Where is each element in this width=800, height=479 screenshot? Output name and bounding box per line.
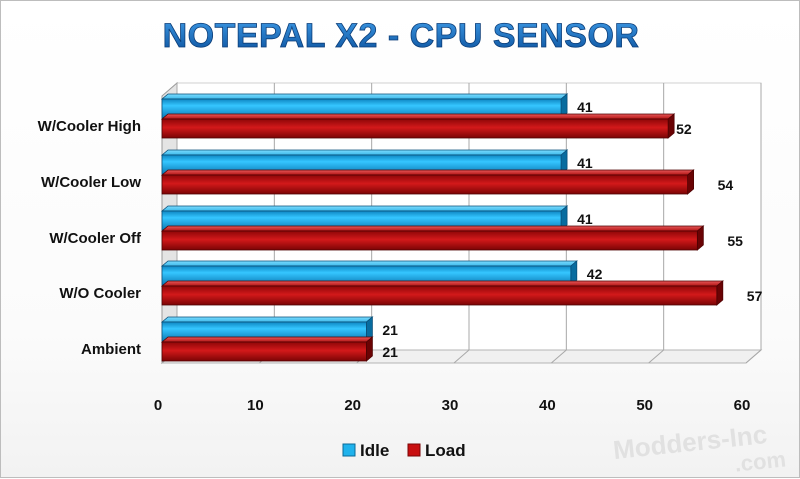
gridline-floor <box>453 349 470 364</box>
bar-load-front <box>161 285 718 306</box>
bar-load-front <box>161 118 669 139</box>
category-label: W/Cooler High <box>38 118 141 135</box>
data-label-idle: 41 <box>577 155 593 171</box>
legend-label-idle: Idle <box>360 441 389 460</box>
x-tick-label: 0 <box>154 397 162 414</box>
data-label-idle: 42 <box>587 266 603 282</box>
x-tick-label: 30 <box>442 397 459 414</box>
data-label-load: 21 <box>382 344 398 360</box>
bar-load-front <box>161 230 698 251</box>
x-tick-label: 40 <box>539 397 556 414</box>
x-tick-label: 20 <box>344 397 361 414</box>
bar-load <box>160 169 695 195</box>
bar-load-top <box>160 225 705 232</box>
category-label: Ambient <box>81 341 141 358</box>
bar-load-top <box>160 113 676 120</box>
legend: Idle Load <box>342 441 466 460</box>
gridline-floor <box>648 349 664 364</box>
value-labels: 41 52 41 54 41 55 42 57 21 21 <box>382 99 762 360</box>
data-label-load: 52 <box>676 121 692 137</box>
watermark: Modders-Inc .com <box>612 419 787 477</box>
bar-idle <box>160 316 374 342</box>
bar-idle-top <box>160 316 374 323</box>
x-tick-label: 60 <box>734 397 751 414</box>
category-label: W/Cooler Low <box>41 174 141 191</box>
legend-label-load: Load <box>425 441 466 460</box>
bar-idle-top <box>160 93 569 100</box>
data-label-load: 55 <box>727 233 743 249</box>
bar-load <box>160 336 374 362</box>
bar-load <box>160 280 724 306</box>
bar-idle-top <box>160 205 569 212</box>
data-label-idle: 41 <box>577 99 593 115</box>
legend-swatch-idle <box>342 443 356 457</box>
bar-load-front <box>161 174 688 195</box>
bar-load-front <box>161 341 367 362</box>
bar-idle-top <box>160 149 569 156</box>
category-label: W/Cooler Off <box>49 230 142 247</box>
bar-load-top <box>160 336 374 343</box>
category-labels: W/Cooler High W/Cooler Low W/Cooler Off W/O… <box>38 118 142 358</box>
data-label-idle: 41 <box>577 211 593 227</box>
bar-idle <box>160 260 578 286</box>
data-label-load: 57 <box>747 288 763 304</box>
legend-swatch-load <box>407 443 421 457</box>
bar-load <box>160 225 705 251</box>
bars-group <box>160 93 724 362</box>
data-label-load: 54 <box>718 177 734 193</box>
bar-load <box>160 113 676 139</box>
watermark-line2: .com <box>733 446 787 476</box>
x-tick-label: 50 <box>636 397 653 414</box>
category-label: W/O Cooler <box>59 285 141 302</box>
x-tick-labels: 0 10 20 30 40 50 60 <box>154 397 751 414</box>
bar-idle <box>160 205 569 231</box>
data-label-idle: 21 <box>382 322 398 338</box>
gridline-floor <box>745 349 762 364</box>
chart-title: NOTEPAL X2 - CPU SENSOR <box>163 17 640 55</box>
x-tick-label: 10 <box>247 397 264 414</box>
bar-idle-top <box>160 260 578 267</box>
gridline-floor <box>551 349 567 364</box>
bar-load-top <box>160 169 695 176</box>
bar-load-top <box>160 280 724 287</box>
